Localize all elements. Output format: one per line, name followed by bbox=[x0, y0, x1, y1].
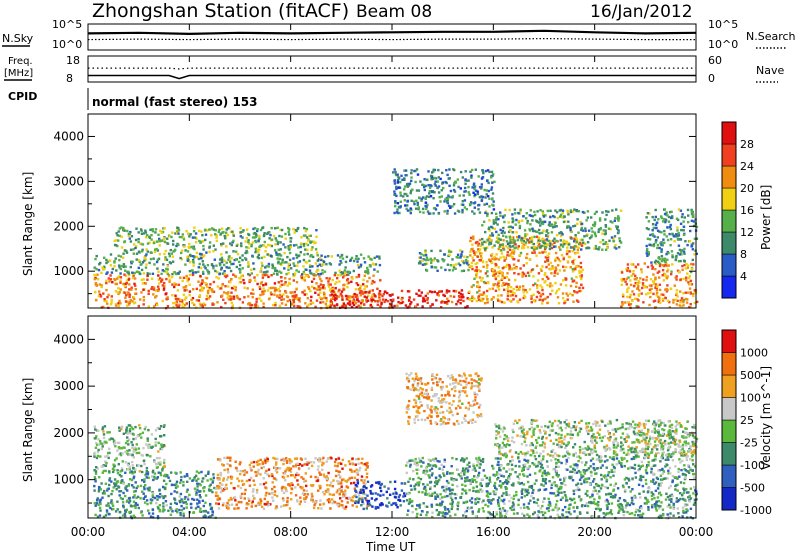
x-tick-label: 20:00 bbox=[577, 525, 612, 539]
velocity-region-8 bbox=[632, 423, 699, 459]
power-colorbar-tick: 4 bbox=[740, 270, 747, 283]
freq-label: Freq. bbox=[8, 56, 33, 67]
freq-series-0 bbox=[88, 74, 696, 80]
station-title: Zhongshan Station (fitACF) bbox=[92, 0, 349, 22]
x-tick-label: 00:00 bbox=[71, 525, 106, 539]
power-colorbar-swatch bbox=[721, 253, 737, 277]
velocity-region-5 bbox=[405, 372, 483, 426]
power-colorbar-tick: 12 bbox=[740, 226, 754, 239]
power-colorbar-tick: 20 bbox=[740, 182, 754, 195]
power-colorbar-swatch bbox=[721, 209, 737, 233]
power-colorbar-tick: 8 bbox=[740, 248, 747, 261]
velocity-scatter bbox=[93, 372, 699, 520]
power-region-4 bbox=[417, 249, 470, 273]
velocity-colorbar-frame bbox=[721, 329, 737, 511]
velocity-region-1 bbox=[93, 424, 166, 473]
n-search-label: N.Search bbox=[746, 30, 796, 43]
freq-left-tick-top: 18 bbox=[66, 54, 80, 67]
power-region-2 bbox=[113, 226, 319, 256]
x-tick-label: 00:00 bbox=[679, 525, 714, 539]
velocity-ytick-label: 1000 bbox=[53, 473, 84, 487]
cpid-value: normal (fast stereo) 153 bbox=[92, 95, 258, 109]
power-region-1 bbox=[93, 253, 382, 276]
velocity-region-0 bbox=[93, 470, 217, 520]
power-colorbar-swatch bbox=[721, 143, 737, 167]
power-colorbar-tick: 24 bbox=[740, 160, 754, 173]
velocity-colorbar-tick: -100 bbox=[740, 459, 765, 472]
velocity-colorbar-swatch bbox=[721, 374, 737, 398]
velocity-colorbar-tick: -25 bbox=[740, 437, 758, 450]
velocity-colorbar-tick: -1000 bbox=[740, 504, 772, 517]
power-colorbar-frame bbox=[721, 121, 737, 299]
velocity-colorbar-tick: 1000 bbox=[740, 347, 768, 360]
power-ytick-label: 4000 bbox=[53, 129, 84, 143]
power-ytick-label: 2000 bbox=[53, 219, 84, 233]
velocity-region-6 bbox=[493, 456, 698, 520]
power-colorbar-swatch bbox=[721, 231, 737, 255]
velocity-colorbar-swatch bbox=[721, 329, 737, 353]
velocity-region-4 bbox=[405, 456, 496, 520]
nave-label: Nave bbox=[756, 64, 784, 77]
velocity-colorbar-swatch bbox=[721, 487, 737, 511]
velocity-region-2 bbox=[214, 456, 369, 511]
x-tick-label: 04:00 bbox=[172, 525, 207, 539]
velocity-ytick-label: 4000 bbox=[53, 332, 84, 346]
cpid-label: CPID bbox=[8, 90, 37, 103]
velocity-region-7 bbox=[494, 418, 697, 459]
power-region-3 bbox=[329, 289, 471, 310]
power-y-axis-label: Slant Range [km] bbox=[21, 172, 35, 276]
freq-unit-label: [MHz] bbox=[4, 68, 33, 79]
velocity-colorbar-tick: 25 bbox=[740, 414, 754, 427]
power-ytick-label: 1000 bbox=[53, 264, 84, 278]
velocity-ytick-label: 2000 bbox=[53, 426, 84, 440]
velocity-colorbar-swatch bbox=[721, 419, 737, 443]
power-colorbar-label: Power [dB] bbox=[759, 185, 773, 250]
noise-right-tick-top: 10^5 bbox=[708, 18, 738, 31]
x-tick-label: 12:00 bbox=[375, 525, 410, 539]
velocity-colorbar-swatch bbox=[721, 397, 737, 421]
noise-series-1 bbox=[87, 37, 696, 41]
velocity-y-axis-label: Slant Range [km] bbox=[21, 378, 35, 482]
power-colorbar-tick: 28 bbox=[740, 138, 754, 151]
power-colorbar-swatch bbox=[721, 165, 737, 189]
velocity-colorbar-tick: 100 bbox=[740, 392, 761, 405]
velocity-colorbar-tick: -500 bbox=[740, 482, 765, 495]
power-colorbar-swatch bbox=[721, 187, 737, 211]
n-sky-label: N.Sky bbox=[2, 32, 34, 45]
noise-right-tick-bottom: 10^0 bbox=[708, 38, 738, 51]
power-region-9 bbox=[645, 208, 699, 265]
date-label: 16/Jan/2012 bbox=[590, 2, 693, 22]
power-ytick-label: 3000 bbox=[53, 174, 84, 188]
beam-label: Beam 08 bbox=[356, 2, 432, 22]
nave-right-tick-top: 60 bbox=[708, 54, 722, 67]
nave-right-tick-bottom: 0 bbox=[708, 72, 715, 85]
power-region-5 bbox=[468, 235, 585, 305]
power-region-8 bbox=[620, 262, 699, 309]
power-colorbar-swatch bbox=[721, 121, 737, 145]
power-region-6 bbox=[481, 208, 623, 251]
velocity-colorbar-swatch bbox=[721, 442, 737, 466]
velocity-colorbar-label: Velocity [m s^-1] bbox=[759, 366, 773, 470]
freq-left-tick-bottom: 8 bbox=[66, 72, 73, 85]
freq-series-1 bbox=[88, 67, 696, 70]
velocity-colorbar-swatch bbox=[721, 464, 737, 488]
velocity-ytick-label: 3000 bbox=[53, 379, 84, 393]
power-colorbar-tick: 16 bbox=[740, 204, 754, 217]
x-tick-label: 08:00 bbox=[273, 525, 308, 539]
power-scatter bbox=[93, 168, 699, 310]
noise-series-0 bbox=[87, 29, 697, 36]
noise-left-tick-top: 10^5 bbox=[52, 18, 82, 31]
velocity-colorbar-tick: 500 bbox=[740, 369, 761, 382]
velocity-colorbar-swatch bbox=[721, 352, 737, 376]
x-tick-label: 16:00 bbox=[476, 525, 511, 539]
power-colorbar-swatch bbox=[721, 275, 737, 299]
velocity-region-3 bbox=[354, 480, 407, 511]
x-axis-label: Time UT bbox=[365, 540, 416, 554]
power-region-7 bbox=[392, 168, 496, 215]
noise-left-tick-bottom: 10^0 bbox=[52, 38, 82, 51]
